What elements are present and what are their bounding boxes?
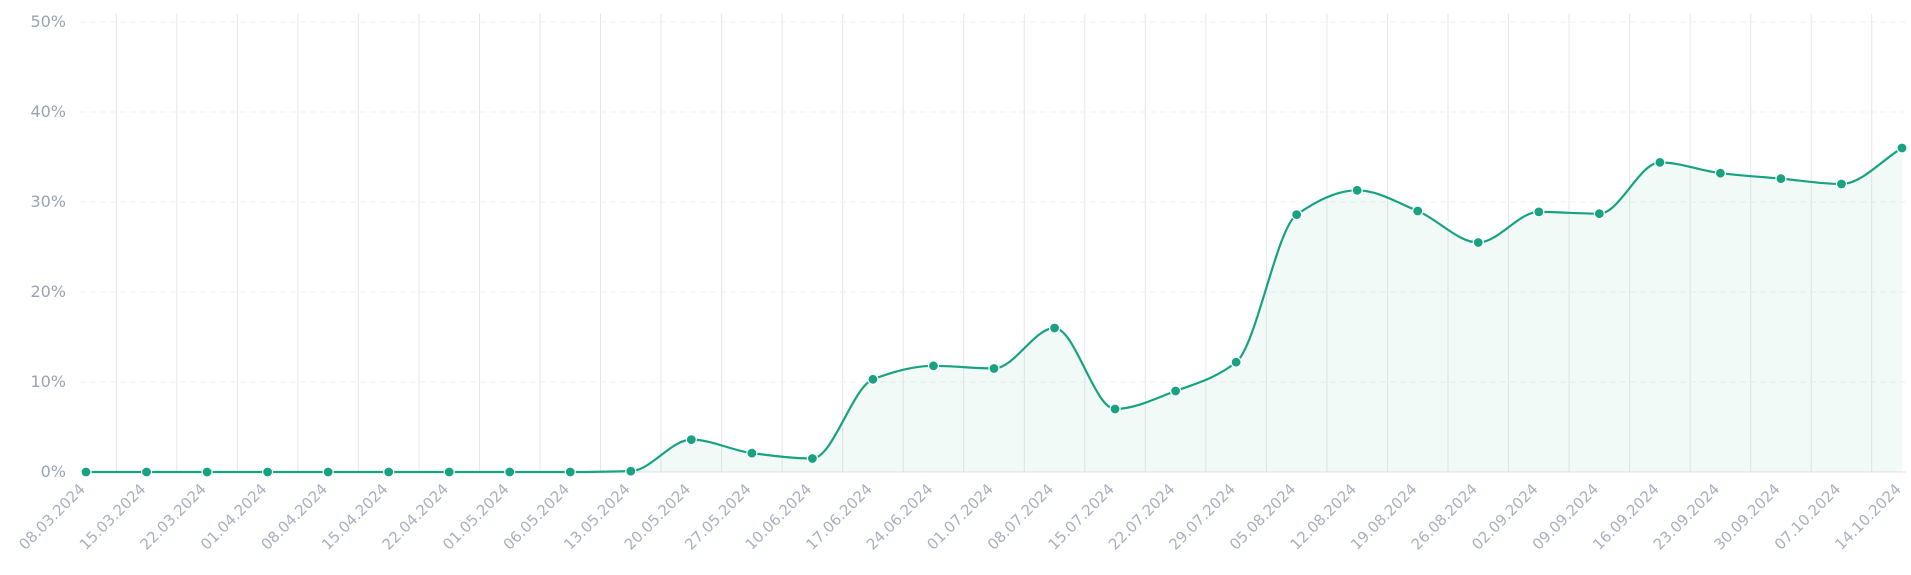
data-point[interactable] xyxy=(80,466,92,478)
y-tick-label: 0% xyxy=(41,462,66,481)
data-point[interactable] xyxy=(1835,178,1848,190)
data-point[interactable] xyxy=(685,434,697,446)
area-fill xyxy=(86,148,1902,472)
data-point[interactable] xyxy=(1048,322,1061,334)
data-point[interactable] xyxy=(443,466,455,478)
data-point[interactable] xyxy=(1109,403,1121,415)
y-tick-label: 10% xyxy=(30,372,66,391)
x-axis-ticks: 08.03.202415.03.202422.03.202401.04.2024… xyxy=(15,480,1904,553)
data-point[interactable] xyxy=(1775,173,1787,185)
data-point[interactable] xyxy=(1533,206,1545,218)
data-point[interactable] xyxy=(1896,142,1908,154)
data-point[interactable] xyxy=(140,466,153,478)
data-point[interactable] xyxy=(1169,385,1182,397)
data-points xyxy=(80,142,1908,478)
data-point[interactable] xyxy=(806,452,819,465)
data-point[interactable] xyxy=(1593,208,1605,220)
y-axis-ticks: 0% 10% 20% 30% 40% 50% xyxy=(30,12,66,481)
data-point[interactable] xyxy=(1230,356,1242,368)
data-point[interactable] xyxy=(383,466,395,478)
data-point[interactable] xyxy=(988,362,1000,375)
y-tick-label: 50% xyxy=(30,12,66,31)
y-tick-label: 30% xyxy=(30,192,66,211)
data-point[interactable] xyxy=(322,466,334,478)
data-point[interactable] xyxy=(746,447,758,459)
data-point[interactable] xyxy=(625,465,637,477)
y-tick-label: 40% xyxy=(30,102,66,121)
series-area xyxy=(86,148,1902,472)
data-point[interactable] xyxy=(262,466,274,478)
data-point[interactable] xyxy=(564,466,576,478)
vertical-gridlines xyxy=(115,14,1873,472)
data-point[interactable] xyxy=(1472,236,1484,249)
data-point[interactable] xyxy=(1654,156,1666,168)
data-point[interactable] xyxy=(1351,184,1363,196)
data-point[interactable] xyxy=(867,373,879,385)
data-point[interactable] xyxy=(1412,205,1424,217)
data-point[interactable] xyxy=(1291,209,1303,221)
data-point[interactable] xyxy=(1714,167,1727,179)
data-point[interactable] xyxy=(504,466,516,478)
data-point[interactable] xyxy=(201,466,213,478)
y-tick-label: 20% xyxy=(30,282,66,301)
data-point[interactable] xyxy=(927,360,940,372)
